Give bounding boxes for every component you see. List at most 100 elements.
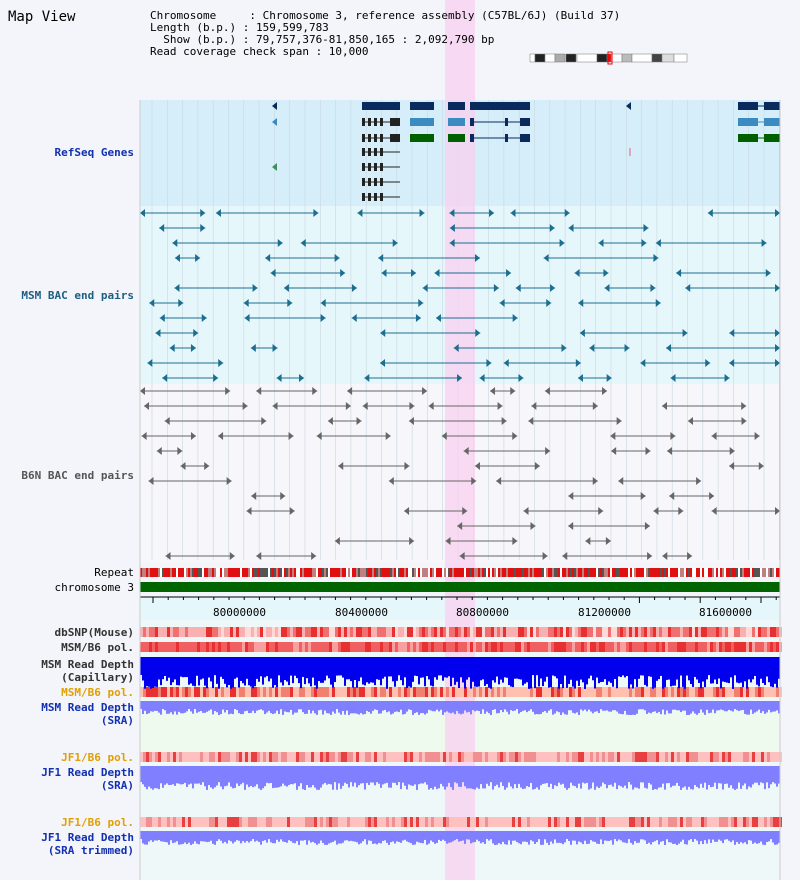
repeat-segment <box>208 568 210 577</box>
gene-exon <box>764 134 780 142</box>
jf1-b6-pol-trim-cell <box>254 817 257 827</box>
jf1-b6-pol-trim-cell <box>743 817 746 827</box>
gene-strand-arrow <box>272 102 277 110</box>
jf1-depth-bar <box>740 766 742 789</box>
jf1-b6-pol-trim-cell <box>587 817 590 827</box>
jf1-depth-bar <box>606 766 608 789</box>
msm-b6-pol-cell <box>212 642 215 652</box>
jf1-b6-pol-trim-cell <box>467 817 470 827</box>
jf1-depth-bar <box>522 766 524 790</box>
track-label-refseq[interactable]: RefSeq Genes <box>54 146 134 159</box>
jf1-depth-trim-bar <box>626 831 628 844</box>
msm-b6-pol-cell <box>617 642 620 652</box>
jf1-depth-trim-bar <box>522 831 524 842</box>
b6n-bac-pair-end <box>711 432 717 440</box>
repeat-segment <box>608 568 610 577</box>
dbsnp-cell <box>551 627 554 637</box>
jf1-depth-bar <box>232 766 234 789</box>
msm-b6-pol-sra-cell <box>551 687 554 697</box>
dbsnp-cell <box>575 627 578 637</box>
jf1-b6-pol-cell <box>422 752 425 762</box>
jf1-depth-bar <box>572 766 574 786</box>
jf1-depth-bar <box>602 766 604 783</box>
jf1-b6-pol-cell <box>473 752 476 762</box>
b6n-bac-pair-end <box>441 432 447 440</box>
jf1-b6-pol-cell <box>347 752 350 762</box>
repeat-segment <box>152 568 154 577</box>
msm-bac-pair-end <box>174 284 180 292</box>
jf1-b6-pol-cell <box>431 752 434 762</box>
msm-b6-pol-sra-cell <box>725 687 728 697</box>
msm-depth-sra-bar <box>336 701 338 710</box>
jf1-depth-trim-bar <box>384 831 386 841</box>
repeat-segment <box>276 568 278 577</box>
msm-depth-sra-bar <box>592 701 594 714</box>
dbsnp-cell <box>143 627 146 637</box>
info-length: Length (b.p.) : 159,599,783 <box>150 21 329 34</box>
msm-b6-pol-cell <box>482 642 485 652</box>
msm-depth-sra-bar <box>508 701 510 715</box>
msm-depth-sra-bar <box>368 701 370 712</box>
jf1-depth-trim-bar <box>406 831 408 842</box>
msm-bac-pair-end <box>380 359 386 367</box>
repeat-segment <box>396 568 398 577</box>
jf1-b6-pol-trim-cell <box>512 817 515 827</box>
repeat-segment <box>206 568 208 577</box>
repeat-segment <box>534 568 536 577</box>
jf1-depth-bar <box>598 766 600 788</box>
jf1-b6-pol-cell <box>320 752 323 762</box>
jf1-b6-pol-trim-cell <box>605 817 608 827</box>
repeat-segment <box>558 568 560 577</box>
repeat-segment <box>512 568 514 577</box>
repeat-segment <box>520 568 522 577</box>
jf1-depth-bar <box>762 766 764 784</box>
jf1-b6-pol-cell <box>635 752 638 762</box>
msm-depth-capillary-bar <box>206 657 208 689</box>
msm-bac-pair-end <box>676 269 682 277</box>
msm-depth-sra-bar <box>698 701 700 714</box>
jf1-depth-bar <box>676 766 678 783</box>
jf1-depth-trim-bar <box>516 831 518 843</box>
repeat-segment <box>156 568 158 577</box>
msm-depth-sra-bar <box>432 701 434 712</box>
msm-b6-pol-sra-cell <box>539 687 542 697</box>
jf1-b6-pol-cell <box>734 752 737 762</box>
chromosome-ideogram[interactable] <box>530 53 687 62</box>
dbsnp-cell <box>218 627 221 637</box>
repeat-segment <box>414 568 416 577</box>
track-label-b6n-bac[interactable]: B6N BAC end pairs <box>21 469 134 482</box>
msm-bac-pair-end <box>364 374 370 382</box>
msm-depth-sra-bar <box>762 701 764 712</box>
msm-depth-capillary-bar <box>434 657 436 678</box>
dbsnp-cell <box>749 627 752 637</box>
track-label-msm-bac[interactable]: MSM BAC end pairs <box>21 289 134 302</box>
jf1-depth-bar <box>608 766 610 785</box>
msm-depth-sra-bar <box>160 701 162 715</box>
jf1-b6-pol-trim-cell <box>572 817 575 827</box>
msm-b6-pol-sra-cell <box>248 687 251 697</box>
jf1-depth-trim-bar <box>652 831 654 843</box>
dbsnp-cell <box>461 627 464 637</box>
b6n-bac-pair-end <box>490 387 496 395</box>
msm-depth-sra-bar <box>660 701 662 715</box>
repeat-segment <box>664 568 666 577</box>
msm-b6-pol-cell <box>248 642 251 652</box>
dbsnp-cell <box>356 627 359 637</box>
msm-depth-capillary-bar <box>342 657 344 678</box>
msm-depth-capillary-bar <box>518 657 520 680</box>
repeat-segment <box>300 568 302 577</box>
msm-depth-sra-bar <box>378 701 380 714</box>
repeat-segment <box>596 568 598 577</box>
jf1-depth-trim-bar <box>470 831 472 844</box>
jf1-depth-trim-bar <box>180 831 182 845</box>
jf1-b6-pol-cell <box>707 752 710 762</box>
b6n-bac-pair-end <box>729 462 735 470</box>
msm-depth-capillary-bar <box>146 657 148 687</box>
jf1-depth-trim-bar <box>154 831 156 841</box>
jf1-depth-trim-bar <box>202 831 204 842</box>
msm-depth-sra-bar <box>544 701 546 711</box>
jf1-depth-bar <box>336 766 338 790</box>
jf1-depth-bar <box>172 766 174 785</box>
msm-b6-pol-sra-cell <box>689 687 692 697</box>
